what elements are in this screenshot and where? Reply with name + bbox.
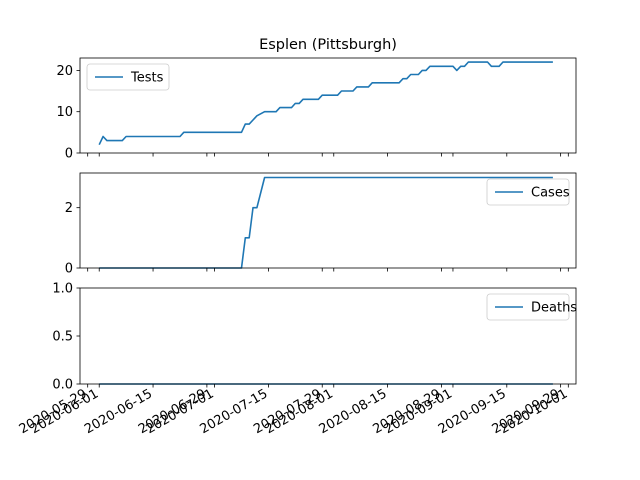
legend-box bbox=[486, 178, 570, 206]
y-tick-label: 0.5 bbox=[52, 330, 73, 345]
y-tick-label: 2 bbox=[65, 201, 73, 216]
legend-tests: Tests bbox=[86, 63, 170, 91]
axes-frame bbox=[79, 57, 577, 154]
series-line-tests bbox=[98, 61, 553, 146]
legend-cases: Cases bbox=[486, 178, 570, 206]
y-tick-label: 0.0 bbox=[52, 378, 73, 393]
y-tick-label: 0 bbox=[65, 147, 73, 162]
panel-deaths: 0.0 0.5 1.0 Deaths bbox=[52, 282, 577, 393]
panel-tests: 0 10 20 Tests bbox=[56, 57, 577, 162]
legend-label: Cases bbox=[531, 186, 570, 201]
series-line-cases bbox=[99, 176, 553, 269]
panel-cases: 0 2 Cases bbox=[65, 172, 577, 277]
chart-title: Esplen (Pittsburgh) bbox=[259, 37, 397, 53]
y-tick-label: 0 bbox=[65, 262, 73, 277]
x-tick-label: 2020-10-01 bbox=[497, 386, 570, 437]
legend-box bbox=[86, 63, 170, 91]
y-tick-label: 10 bbox=[56, 105, 73, 120]
legend-box bbox=[486, 293, 570, 321]
legend-label: Tests bbox=[130, 71, 164, 86]
axes-frame bbox=[79, 172, 577, 269]
y-tick-label: 1.0 bbox=[52, 282, 73, 297]
legend-label: Deaths bbox=[531, 301, 577, 316]
y-tick-label: 20 bbox=[56, 64, 73, 79]
legend-deaths: Deaths bbox=[486, 293, 577, 321]
